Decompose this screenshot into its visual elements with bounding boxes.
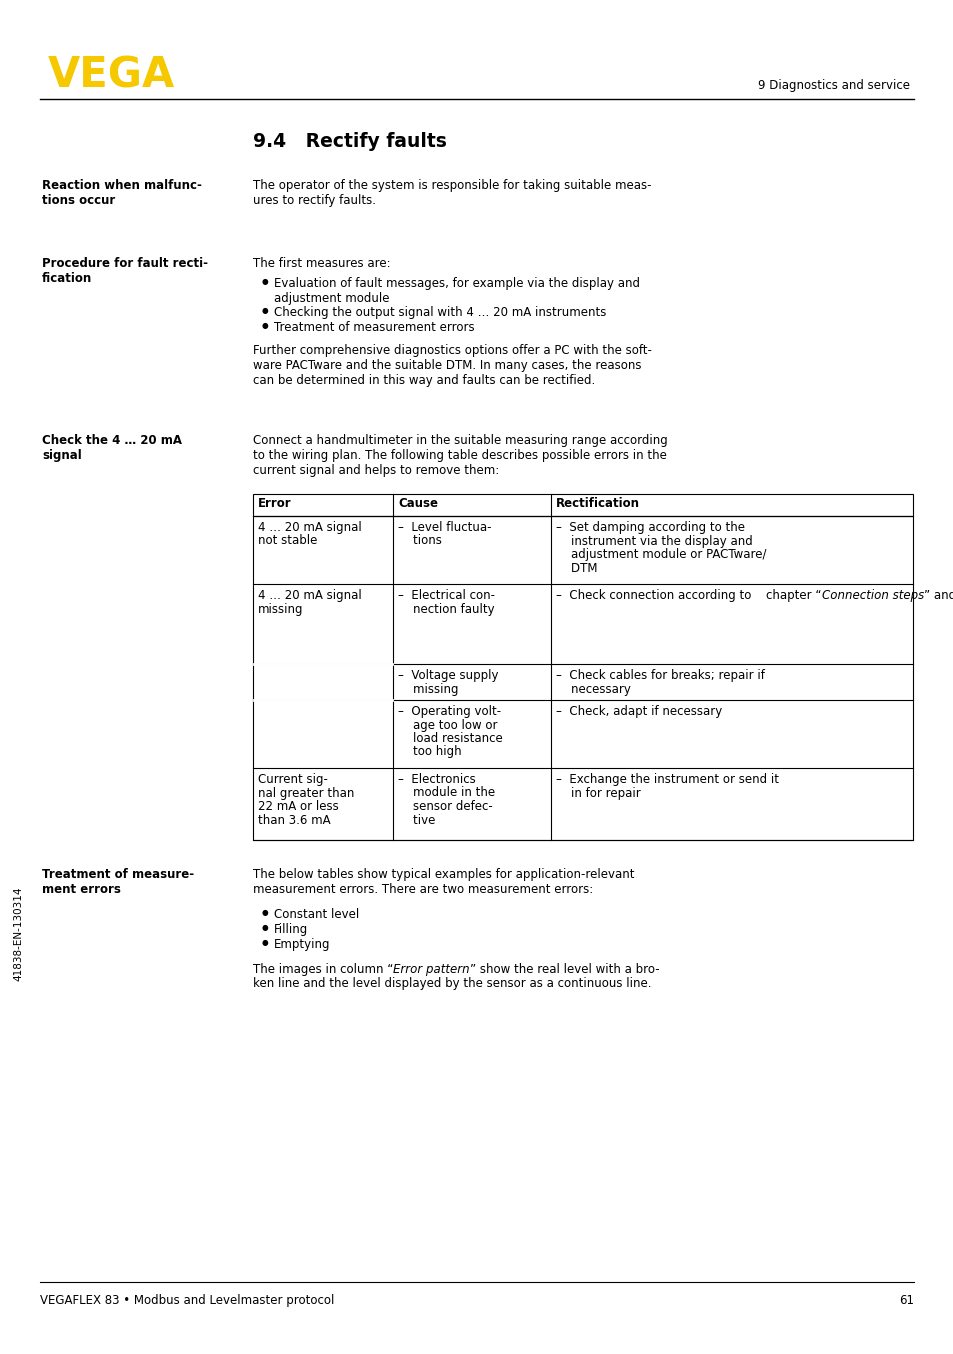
Text: The operator of the system is responsible for taking suitable meas-
ures to rect: The operator of the system is responsibl… xyxy=(253,179,651,207)
Text: –  Check connection according to: – Check connection according to xyxy=(556,589,751,603)
Text: Error pattern: Error pattern xyxy=(393,963,470,976)
Text: –  Exchange the instrument or send it: – Exchange the instrument or send it xyxy=(556,773,779,787)
Text: too high: too high xyxy=(397,746,461,758)
Text: 41838-EN-130314: 41838-EN-130314 xyxy=(13,887,23,982)
Bar xyxy=(253,494,912,516)
Text: Rectification: Rectification xyxy=(556,497,639,510)
Text: –  Electrical con-: – Electrical con- xyxy=(397,589,495,603)
Text: than 3.6 mA: than 3.6 mA xyxy=(257,814,331,826)
Text: necessary: necessary xyxy=(556,682,630,696)
Text: Treatment of measure-
ment errors: Treatment of measure- ment errors xyxy=(42,868,193,896)
Text: VEGA: VEGA xyxy=(48,54,175,96)
Text: sensor defec-: sensor defec- xyxy=(397,800,493,812)
Text: missing: missing xyxy=(397,682,458,696)
Text: –  Voltage supply: – Voltage supply xyxy=(397,669,498,682)
Text: tive: tive xyxy=(397,814,435,826)
Text: adjustment module or PACTware/: adjustment module or PACTware/ xyxy=(556,548,765,561)
Text: –  Level fluctua-: – Level fluctua- xyxy=(397,521,491,533)
Text: ” show the real level with a bro-: ” show the real level with a bro- xyxy=(470,963,659,976)
Text: Reaction when malfunc-
tions occur: Reaction when malfunc- tions occur xyxy=(42,179,202,207)
Text: 22 mA or less: 22 mA or less xyxy=(257,800,338,812)
Text: Further comprehensive diagnostics options offer a PC with the soft-
ware PACTwar: Further comprehensive diagnostics option… xyxy=(253,344,651,387)
Text: ●: ● xyxy=(262,909,269,917)
Text: 61: 61 xyxy=(898,1294,913,1307)
Text: 4 … 20 mA signal: 4 … 20 mA signal xyxy=(257,521,361,533)
Text: ●: ● xyxy=(262,321,269,330)
Text: module in the: module in the xyxy=(397,787,495,799)
Text: Connection steps: Connection steps xyxy=(821,589,923,603)
Text: –  Check, adapt if necessary: – Check, adapt if necessary xyxy=(556,705,721,718)
Text: 4 … 20 mA signal: 4 … 20 mA signal xyxy=(257,589,361,603)
Text: Emptying: Emptying xyxy=(274,938,330,951)
Text: –  Check cables for breaks; repair if: – Check cables for breaks; repair if xyxy=(556,669,764,682)
Text: instrument via the display and: instrument via the display and xyxy=(556,535,752,547)
Text: missing: missing xyxy=(257,603,303,616)
Text: 9 Diagnostics and service: 9 Diagnostics and service xyxy=(758,79,909,92)
Text: Evaluation of fault messages, for example via the display and
adjustment module: Evaluation of fault messages, for exampl… xyxy=(274,278,639,305)
Text: –  Operating volt-: – Operating volt- xyxy=(397,705,500,718)
Text: Check the 4 … 20 mA
signal: Check the 4 … 20 mA signal xyxy=(42,435,182,462)
Text: tions: tions xyxy=(397,535,441,547)
Text: ” and: ” and xyxy=(923,589,953,603)
Bar xyxy=(253,516,912,839)
Text: The first measures are:: The first measures are: xyxy=(253,257,390,269)
Text: VEGAFLEX 83 • Modbus and Levelmaster protocol: VEGAFLEX 83 • Modbus and Levelmaster pro… xyxy=(40,1294,334,1307)
Text: –  Electronics: – Electronics xyxy=(397,773,476,787)
Text: not stable: not stable xyxy=(257,535,317,547)
Text: ●: ● xyxy=(262,306,269,315)
Text: Cause: Cause xyxy=(397,497,437,510)
Text: ken line and the level displayed by the sensor as a continuous line.: ken line and the level displayed by the … xyxy=(253,978,651,990)
Text: Connect a handmultimeter in the suitable measuring range according
to the wiring: Connect a handmultimeter in the suitable… xyxy=(253,435,667,477)
Text: Error: Error xyxy=(257,497,292,510)
Text: age too low or: age too low or xyxy=(397,719,497,731)
Text: in for repair: in for repair xyxy=(556,787,640,799)
Text: ●: ● xyxy=(262,278,269,286)
Text: nection faulty: nection faulty xyxy=(397,603,494,616)
Text: 9.4   Rectify faults: 9.4 Rectify faults xyxy=(253,131,446,152)
Text: The images in column “: The images in column “ xyxy=(253,963,393,976)
Text: DTM: DTM xyxy=(556,562,597,574)
Text: Filling: Filling xyxy=(274,923,308,936)
Text: Treatment of measurement errors: Treatment of measurement errors xyxy=(274,321,475,334)
Text: Checking the output signal with 4 … 20 mA instruments: Checking the output signal with 4 … 20 m… xyxy=(274,306,606,320)
Text: Procedure for fault recti-
fication: Procedure for fault recti- fication xyxy=(42,257,208,284)
Text: ●: ● xyxy=(262,923,269,932)
Text: load resistance: load resistance xyxy=(397,733,502,745)
Text: chapter “: chapter “ xyxy=(751,589,821,603)
Text: ●: ● xyxy=(262,938,269,946)
Text: nal greater than: nal greater than xyxy=(257,787,354,799)
Text: The below tables show typical examples for application-relevant
measurement erro: The below tables show typical examples f… xyxy=(253,868,634,896)
Text: Constant level: Constant level xyxy=(274,909,359,921)
Text: –  Set damping according to the: – Set damping according to the xyxy=(556,521,744,533)
Text: Current sig-: Current sig- xyxy=(257,773,328,787)
